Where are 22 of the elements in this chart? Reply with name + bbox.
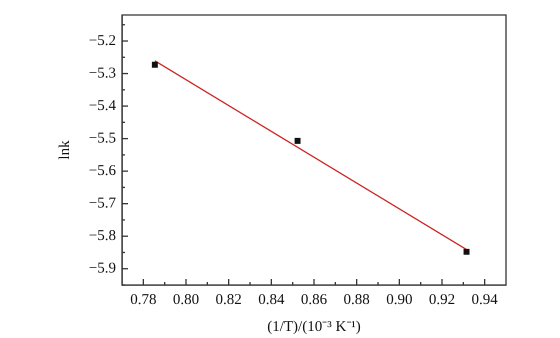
y-tick-label: −5.5: [88, 130, 116, 147]
y-tick-label: −5.2: [88, 32, 116, 49]
x-tick-label: 0.90: [386, 292, 412, 308]
x-tick-label: 0.82: [216, 292, 242, 308]
x-tick-label: 0.94: [472, 292, 498, 308]
point: [294, 138, 301, 144]
y-tick-label: −5.6: [88, 163, 116, 180]
y-tick-label: −5.9: [88, 260, 116, 277]
point: [152, 62, 158, 68]
x-tick-label: 0.88: [344, 292, 370, 308]
x-axis-title: (1/T)/(10⁻³ K⁻¹): [267, 318, 361, 335]
x-tick-label: 0.84: [258, 292, 285, 308]
y-tick-label: −5.3: [88, 65, 116, 82]
y-axis-title: lnk: [56, 140, 73, 160]
x-tick-label: 0.80: [172, 292, 200, 308]
y-tick-label: −5.7: [88, 196, 116, 212]
point: [464, 248, 470, 255]
x-tick-label: 0.78: [130, 292, 156, 308]
y-tick-label: −5.8: [88, 228, 116, 244]
x-tick-label: 0.86: [300, 292, 328, 308]
x-tick-label: 0.92: [428, 292, 456, 308]
y-tick-label: −5.4: [88, 98, 116, 114]
